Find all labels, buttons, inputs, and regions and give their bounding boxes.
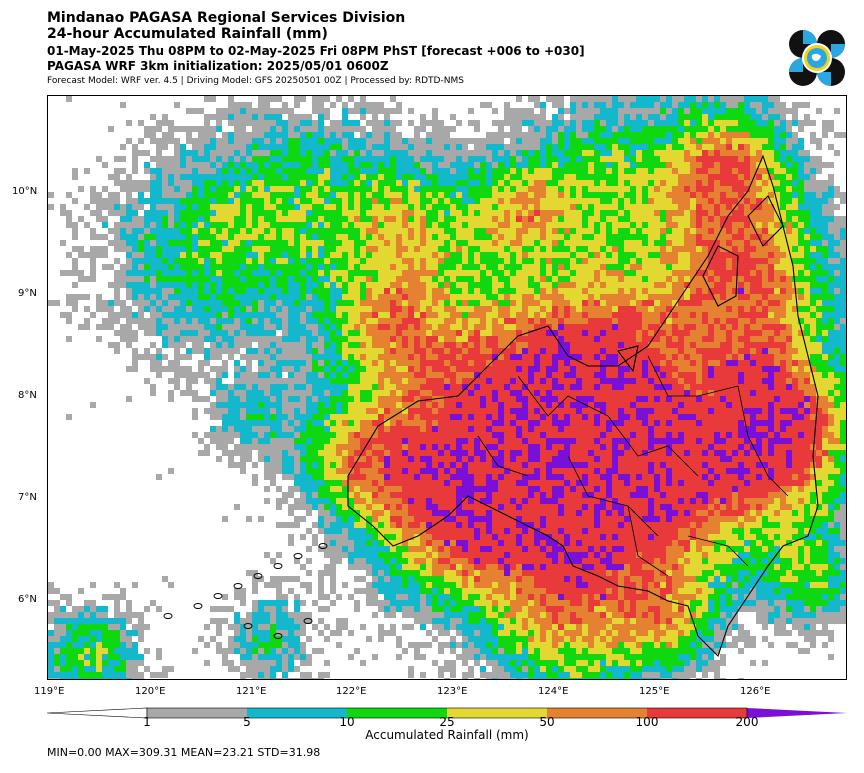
colorbar-level-label: 10 bbox=[339, 715, 355, 729]
lat-tick-label: 7°N bbox=[18, 492, 37, 503]
lon-tick-label: 124°E bbox=[538, 686, 569, 697]
lat-tick-label: 8°N bbox=[18, 390, 37, 401]
model-info: Forecast Model: WRF ver. 4.5 | Driving M… bbox=[47, 76, 464, 86]
rainfall-statistics: MIN=0.00 MAX=309.31 MEAN=23.21 STD=31.98 bbox=[47, 746, 321, 759]
colorbar-level-label: 5 bbox=[243, 715, 251, 729]
lat-tick-label: 10°N bbox=[12, 186, 38, 197]
lon-tick-label: 122°E bbox=[336, 686, 367, 697]
map-subtitle: 24-hour Accumulated Rainfall (mm) bbox=[47, 26, 328, 42]
lon-tick-label: 120°E bbox=[135, 686, 166, 697]
colorbar-level-label: 25 bbox=[439, 715, 455, 729]
colorbar bbox=[46, 705, 847, 719]
colorbar-level-label: 200 bbox=[735, 715, 759, 729]
lon-tick-label: 125°E bbox=[639, 686, 670, 697]
lon-tick-label: 119°E bbox=[34, 686, 65, 697]
rainfall-map bbox=[47, 95, 847, 680]
lon-tick-label: 121°E bbox=[236, 686, 267, 697]
valid-period: 01-May-2025 Thu 08PM to 02-May-2025 Fri … bbox=[47, 44, 585, 58]
colorbar-level-label: 50 bbox=[539, 715, 555, 729]
map-title: Mindanao PAGASA Regional Services Divisi… bbox=[47, 10, 406, 26]
lat-tick-label: 6°N bbox=[18, 594, 37, 605]
colorbar-level-label: 1 bbox=[143, 715, 151, 729]
model-initialization: PAGASA WRF 3km initialization: 2025/05/0… bbox=[47, 59, 389, 73]
lon-tick-label: 123°E bbox=[437, 686, 468, 697]
lon-tick-label: 126°E bbox=[740, 686, 771, 697]
lat-tick-label: 9°N bbox=[18, 288, 37, 299]
pagasa-logo bbox=[787, 28, 847, 88]
colorbar-title: Accumulated Rainfall (mm) bbox=[365, 728, 529, 742]
colorbar-level-label: 100 bbox=[635, 715, 659, 729]
